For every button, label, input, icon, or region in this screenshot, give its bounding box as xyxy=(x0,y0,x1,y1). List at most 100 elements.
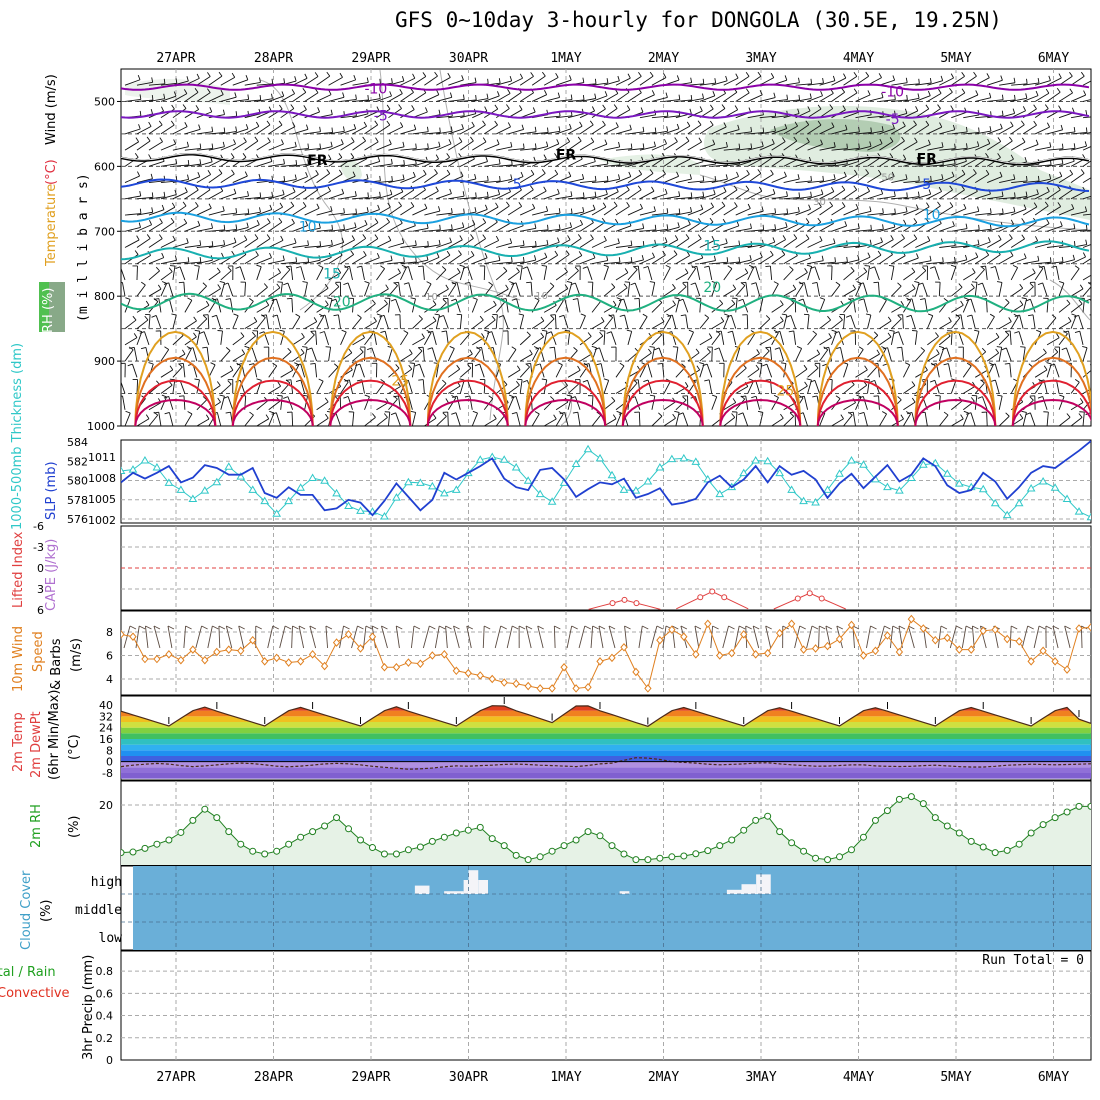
wind-barb-flag xyxy=(816,349,821,355)
wind-barb xyxy=(412,337,425,346)
wind-barb xyxy=(795,97,812,102)
wind-barb-flag xyxy=(498,158,501,165)
wind-barb-flag xyxy=(1089,364,1091,366)
wind-barb xyxy=(556,99,573,102)
wind-barb xyxy=(1011,180,1028,184)
wind-barb xyxy=(316,132,333,135)
data-point xyxy=(979,626,987,636)
wind-barb xyxy=(508,148,525,151)
wind-barb-flag xyxy=(858,395,864,399)
wind-barb xyxy=(472,141,487,151)
wind-barb xyxy=(304,282,308,297)
wind-barb xyxy=(699,193,716,200)
wind-barb-flag xyxy=(263,283,268,288)
wind-barb-flag xyxy=(534,126,537,132)
wind-barb xyxy=(1046,317,1057,329)
wind-barb xyxy=(999,196,1016,200)
wind-barb xyxy=(963,145,979,151)
wind-barb xyxy=(1095,116,1100,118)
data-point xyxy=(824,856,832,864)
wind-barb-flag xyxy=(458,250,462,255)
wind-barb-flag xyxy=(822,175,824,182)
wind-barb-flag xyxy=(715,330,721,335)
wind-barb-flag xyxy=(148,121,152,127)
wind-barb-flag xyxy=(1094,251,1097,255)
wind-barb-flag xyxy=(887,332,892,338)
wind-barb xyxy=(1058,189,1073,200)
wind-barb-flag xyxy=(522,379,528,383)
wind-barb xyxy=(160,221,175,232)
wind-barb xyxy=(675,386,689,394)
data-point xyxy=(1062,494,1072,502)
wind-barb-flag xyxy=(759,252,763,258)
wind-barb xyxy=(987,195,1004,200)
wind-barb xyxy=(771,157,786,167)
wind-barb xyxy=(951,131,968,135)
wind-barb xyxy=(855,145,872,151)
wind-barb xyxy=(268,221,283,232)
wind-barb-flag xyxy=(966,314,972,317)
wind-barb xyxy=(831,265,833,280)
wind-barb xyxy=(400,267,407,281)
wind-barb xyxy=(496,222,511,232)
wind-barb-flag xyxy=(765,315,771,320)
wind-barb xyxy=(424,75,438,86)
wind-barb xyxy=(160,239,176,248)
wind-barb-flag xyxy=(1082,154,1086,159)
wind-barb xyxy=(1034,92,1050,102)
wind-barb xyxy=(1058,303,1071,313)
wind-barb-flag xyxy=(266,120,271,126)
wind-barb-flag xyxy=(806,378,812,381)
wind-barb-flag xyxy=(558,208,561,214)
wind-barb-flag xyxy=(623,283,628,289)
wind10m-barb xyxy=(794,625,801,649)
wind-barb-flag xyxy=(643,379,649,382)
wind-barb xyxy=(208,364,216,378)
wind-barb-flag xyxy=(1035,90,1039,96)
wind-barb-flag xyxy=(783,171,787,177)
wind-barb xyxy=(867,366,878,378)
wind-barb-flag xyxy=(1013,77,1016,83)
wind-barb xyxy=(831,163,848,167)
wind-barb xyxy=(531,413,540,426)
wind-barb xyxy=(915,180,932,184)
wind-barb xyxy=(1095,80,1100,85)
wind-barb xyxy=(230,298,234,313)
wind-barb-flag xyxy=(451,208,453,214)
data-point xyxy=(871,646,880,656)
wind-barb xyxy=(759,298,764,313)
wind-barb xyxy=(196,245,213,248)
wind-barb-flag xyxy=(295,257,298,263)
wind-barb-flag xyxy=(470,234,474,239)
wind-barb-flag xyxy=(710,202,715,208)
wind-barb xyxy=(484,240,499,248)
minmax-marker: I xyxy=(742,716,745,727)
temp-color-band xyxy=(121,756,1091,762)
data-point xyxy=(224,462,234,470)
wind-barb xyxy=(507,91,522,102)
wind-barb-flag xyxy=(557,237,560,243)
wind-barb xyxy=(567,158,583,167)
wind-barb xyxy=(1082,80,1091,86)
wind-barb-flag xyxy=(447,72,451,78)
wind-barb xyxy=(1034,223,1050,232)
wind-barb xyxy=(412,318,423,329)
wind-barb-flag xyxy=(642,313,648,318)
wind-barb xyxy=(519,366,530,378)
wind-barb xyxy=(447,284,457,297)
wind-barb xyxy=(256,304,269,313)
wind-barb-flag xyxy=(235,224,238,230)
wind-barb-flag xyxy=(773,92,776,98)
wind-barb-flag xyxy=(1035,236,1039,241)
wind-barb xyxy=(424,256,440,265)
wind-barb-flag xyxy=(702,175,705,181)
wind-axis-ticks: 864 xyxy=(106,626,113,686)
wind-barb-flag xyxy=(1004,362,1010,365)
wind-barb-flag xyxy=(505,284,509,290)
wind-barb xyxy=(807,353,820,362)
wind-barb xyxy=(424,173,438,183)
wind-barb-flag xyxy=(1001,191,1004,197)
high-cloud-gap xyxy=(756,874,771,894)
wind-barb xyxy=(436,288,449,297)
wind-barb xyxy=(172,335,184,346)
